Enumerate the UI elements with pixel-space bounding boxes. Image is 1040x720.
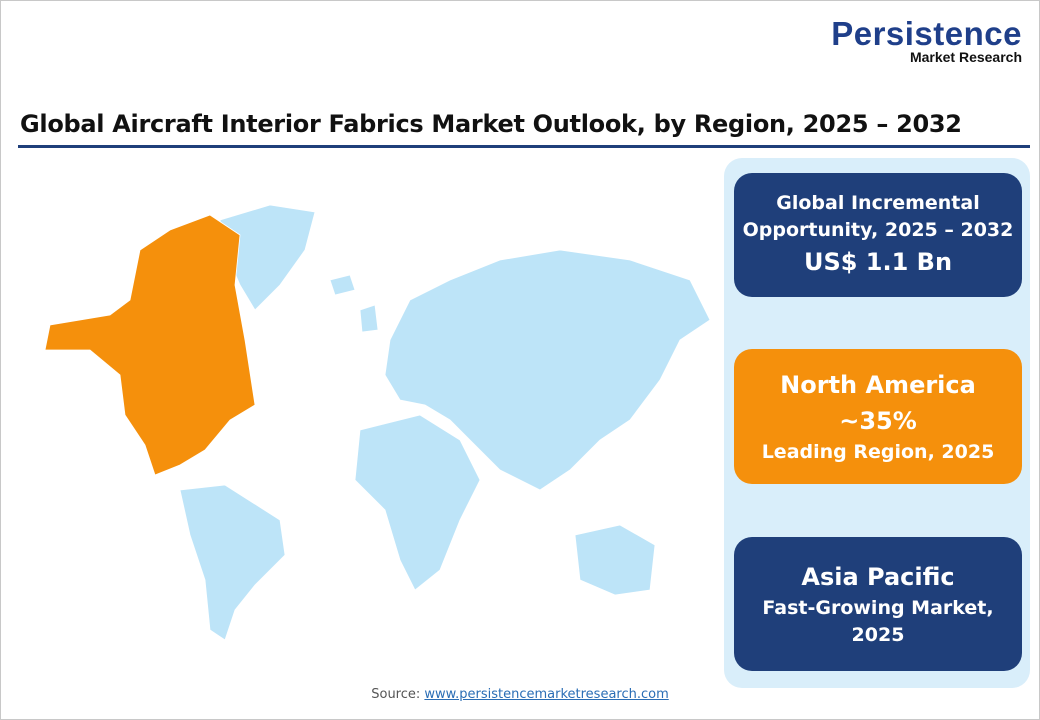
logo: Persistence Market Research [831,15,1022,65]
card-share: ~35% [839,407,917,435]
leading-region-card: North America ~35% Leading Region, 2025 [734,349,1022,484]
title-divider [18,145,1030,148]
source-line: Source: www.persistencemarketresearch.co… [0,687,1040,702]
map-australia [574,524,656,596]
map-africa [354,414,481,591]
card-caption: Fast-Growing Market, [762,597,994,619]
source-label: Source: [371,687,421,702]
logo-sub: Market Research [909,49,1022,65]
source-link[interactable]: www.persistencemarketresearch.com [424,687,669,702]
card-caption: 2025 [851,624,905,646]
card-region: North America [780,371,976,399]
map-europe-asia [384,249,711,491]
card-caption: Leading Region, 2025 [761,441,995,463]
logo-main: Persistence [831,15,1022,52]
map-iceland-uk [329,274,379,333]
card-value: US$ 1.1 Bn [803,248,953,276]
map-north-america [44,214,256,476]
world-map [44,204,711,641]
card-label: Opportunity, 2025 – 2032 [742,219,1014,241]
map-south-america [179,484,286,641]
fast-growing-card: Asia Pacific Fast-Growing Market, 2025 [734,537,1022,671]
card-label: Global Incremental [776,192,980,214]
page-title: Global Aircraft Interior Fabrics Market … [20,110,962,138]
incremental-opportunity-card: Global Incremental Opportunity, 2025 – 2… [734,173,1022,297]
card-region: Asia Pacific [801,563,955,591]
